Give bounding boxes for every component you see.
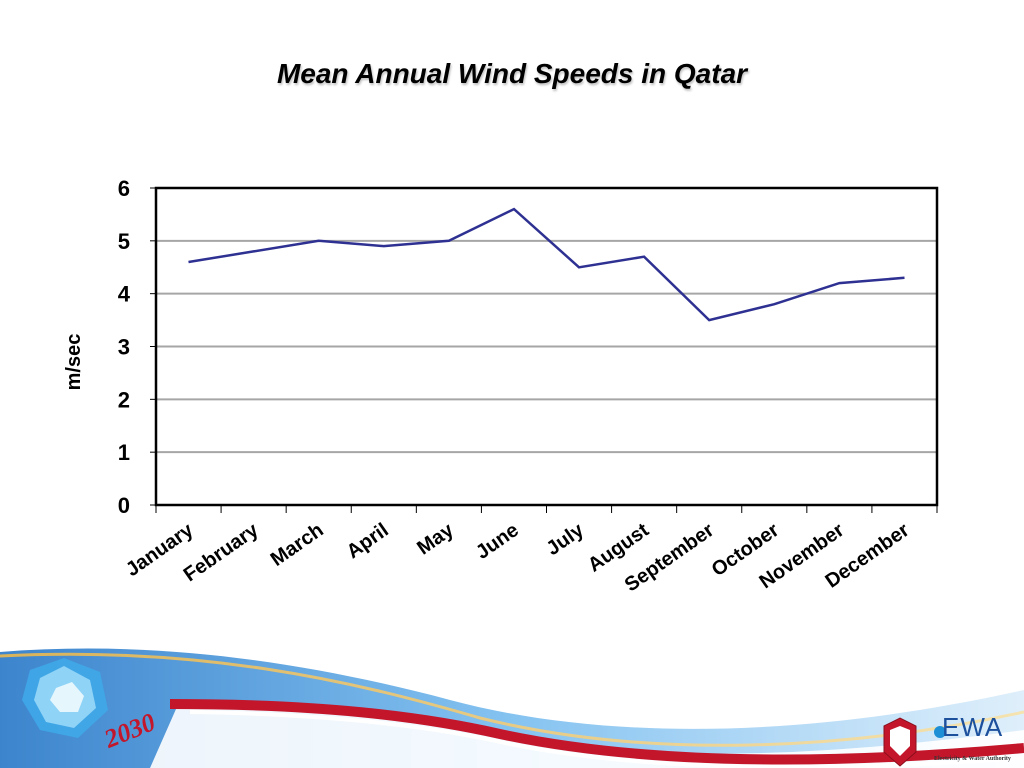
authority-logo-text: EWA — [942, 712, 1004, 742]
x-tick-label: July — [542, 519, 588, 560]
y-tick-label: 6 — [118, 176, 130, 201]
x-tick-label: April — [343, 519, 393, 563]
chart-title: Mean Annual Wind Speeds in Qatar — [276, 58, 748, 89]
x-tick-label: May — [413, 519, 458, 560]
y-tick-label: 0 — [118, 493, 130, 518]
series-line — [188, 207, 905, 322]
axes — [155, 505, 938, 513]
y-tick-label: 1 — [118, 440, 130, 465]
y-axis-label: m/sec — [63, 334, 85, 391]
x-tick-label: March — [267, 519, 328, 571]
x-tick-label: June — [472, 519, 523, 564]
y-tick-label: 5 — [118, 229, 130, 254]
footer-wave-banner — [0, 648, 1024, 768]
authority-name: Electricity & Water Authority — [934, 756, 1011, 762]
y-tick-label: 4 — [118, 282, 131, 307]
y-tick-labels: 0 1 2 3 4 5 6 — [118, 176, 156, 518]
y-tick-label: 3 — [118, 335, 130, 360]
authority-logo — [883, 717, 946, 767]
y-tick-label: 2 — [118, 387, 130, 412]
x-tick-label: February — [180, 519, 263, 587]
water-drop-icon — [934, 726, 946, 738]
gridlines — [156, 239, 937, 454]
crystal-icon — [22, 658, 108, 738]
